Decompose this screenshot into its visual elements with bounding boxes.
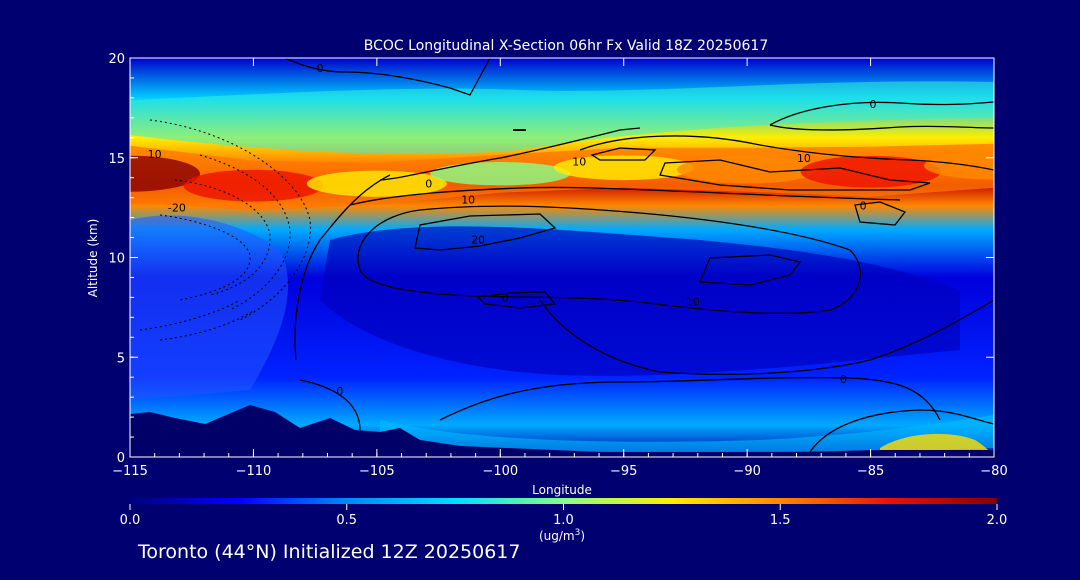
dotted-contour-6 [159, 309, 256, 341]
chart-title: BCOC Longitudinal X-Section 06hr Fx Vali… [364, 38, 768, 54]
contour-label: 0 [425, 178, 432, 191]
contour-10-east [579, 135, 994, 171]
contour-0-lower-mid [439, 376, 941, 421]
dotted-contour-5 [139, 299, 241, 331]
contour-10-mid [349, 186, 901, 206]
y-axis: 0 5 10 15 20 [108, 52, 994, 466]
contour-label: 10 [797, 152, 811, 165]
contour-20 [414, 213, 557, 251]
colorbar-ticks: 0.0 0.5 1.0 1.5 2.0 [120, 504, 1008, 528]
colorbar-unit-close: ) [580, 529, 585, 543]
x-tick-label: −100 [482, 464, 518, 479]
colorbar-tick-label: 1.5 [770, 513, 791, 528]
dotted-contours [139, 119, 311, 341]
contour-label: 0 [840, 373, 847, 386]
colorbar-tick-label: 0.0 [120, 513, 141, 528]
dotted-contour-1 [149, 119, 311, 321]
x-tick-label: −90 [733, 464, 760, 479]
plot-area: 0 0 10 10 10 0 10 -20 0 20 0 10 0 0 [130, 58, 994, 457]
upper-cyan-layer [130, 81, 994, 155]
y-tick-label: 5 [117, 351, 125, 366]
boundary-layer-band [380, 415, 994, 452]
colorbar-tick-label: 1.0 [553, 513, 574, 528]
contour-0-surface [809, 409, 994, 453]
y-tick-label: 10 [108, 252, 125, 267]
contour-label: 0 [317, 62, 324, 75]
contour-label: 0 [336, 385, 343, 398]
footer-location-text: Toronto (44°N) Initialized 12Z 20250617 [138, 541, 521, 563]
contour-10-inner [590, 147, 657, 161]
contour-0-top [284, 58, 491, 96]
heat-band-cell [130, 155, 200, 192]
contour-label: 0 [502, 291, 509, 304]
contour-0-mid [379, 127, 641, 181]
contour-label: 0 [870, 98, 877, 111]
y-tick-label: 20 [108, 52, 125, 67]
colorbar-unit-exponent: 3 [575, 528, 581, 538]
contour-label: 20 [471, 234, 485, 247]
x-tick-label: −85 [857, 464, 884, 479]
x-tick-label: −105 [359, 464, 395, 479]
contour-10-loop [357, 205, 861, 314]
contour-0-outer-east [539, 299, 994, 376]
dotted-contour-2 [199, 154, 291, 311]
colorbar-unit-text: (ug/m [539, 529, 575, 543]
y-tick-label: 0 [117, 451, 125, 466]
x-tick-label: −95 [610, 464, 637, 479]
contour-label: 0 [860, 200, 867, 213]
dotted-contour-4 [159, 214, 251, 301]
contour-label: 10 [148, 148, 162, 161]
x-tick-label: −115 [112, 464, 148, 479]
colorbar: 0.0 0.5 1.0 1.5 2.0 (ug/m3) [120, 498, 1008, 543]
west-turbulence [130, 215, 289, 400]
heat-band-cell [183, 169, 324, 202]
x-axis-label: Longitude [532, 483, 592, 497]
colorbar-unit: (ug/m3) [539, 528, 585, 543]
colorbar-tick-label: 0.5 [336, 513, 357, 528]
contour-lines [284, 58, 994, 453]
contour-labels: 0 0 10 10 10 0 10 -20 0 20 0 10 0 0 [148, 62, 877, 398]
contour-0-upper-east [769, 101, 994, 126]
heat-band-cell [800, 155, 941, 188]
heat-band-cell [553, 155, 694, 181]
mid-dark-core [320, 226, 960, 376]
contour-0-ring-ne [769, 124, 994, 131]
heat-band-cell [306, 170, 447, 197]
contour-0-outer [294, 174, 391, 361]
heat-band-cell [924, 151, 994, 180]
colorbar-tick-label: 2.0 [987, 513, 1008, 528]
contour-0-lower [299, 379, 361, 431]
heat-bands [130, 143, 994, 211]
colorbar-scale [130, 498, 997, 504]
contour-0-small [476, 291, 557, 309]
terrain [130, 405, 994, 457]
contour-label: 10 [686, 295, 700, 308]
dotted-contour-3 [174, 179, 271, 296]
contour-10-ring-small [659, 159, 931, 191]
x-axis: −115 −110 −105 −100 −95 −90 −85 −80 [112, 58, 1008, 479]
x-tick-label: −110 [236, 464, 272, 479]
contour-label: 10 [572, 156, 586, 169]
contour-0-east-box [854, 201, 907, 226]
x-tick-label: −80 [980, 464, 1007, 479]
contour-label: 10 [461, 194, 475, 207]
heat-band-cell [430, 162, 571, 186]
y-axis-label: Altitude (km) [86, 219, 100, 298]
heat-band-cell [677, 155, 818, 184]
y-tick-label: 15 [108, 152, 125, 167]
contour-20-east [699, 254, 802, 286]
contour-label: -20 [168, 202, 186, 215]
